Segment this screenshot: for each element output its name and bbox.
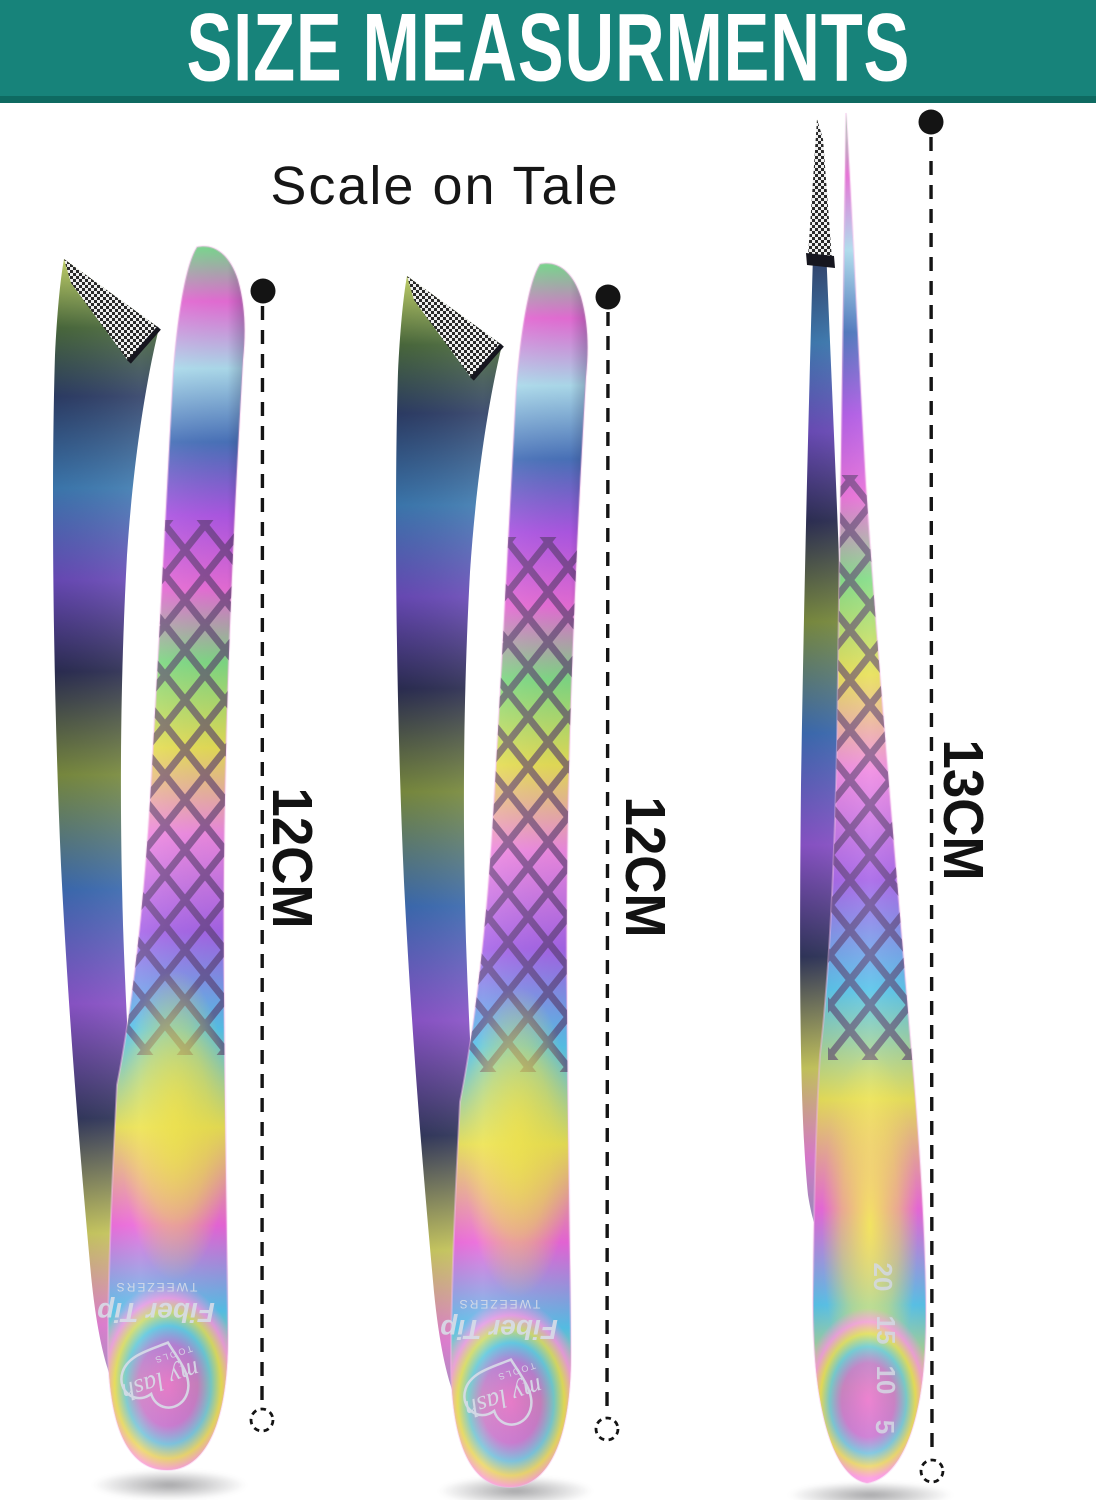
engraving-sub: TWEEZERS bbox=[458, 1297, 541, 1311]
tweezer-straight: 20 15 10 5 bbox=[770, 105, 970, 1500]
banner: SIZE MEASURMENTS bbox=[0, 0, 1096, 103]
measurement-label-2: 12CM bbox=[613, 796, 677, 938]
logo-heart-icon bbox=[463, 1358, 533, 1426]
engraving-title: Fiber Tip bbox=[97, 1297, 215, 1328]
scale-mark: 10 bbox=[871, 1366, 901, 1395]
engraving-title: Fiber Tip bbox=[440, 1314, 558, 1345]
scale-mark: 15 bbox=[871, 1316, 901, 1345]
banner-title: SIZE MEASURMENTS bbox=[186, 0, 910, 102]
measure-dashed-line bbox=[605, 311, 610, 1416]
engraving-sub: TWEEZERS bbox=[115, 1280, 198, 1294]
measure-start-dot bbox=[595, 284, 621, 310]
measurement-label-3: 13CM bbox=[931, 739, 995, 881]
logo-heart-icon bbox=[120, 1341, 190, 1409]
tweezer-shadow bbox=[788, 1482, 953, 1500]
tweezer-angled-1: Fiber Tip TWEEZERS my lash TOOLS bbox=[25, 225, 255, 1475]
measure-end-circle bbox=[594, 1416, 620, 1442]
scale-mark: 5 bbox=[870, 1420, 900, 1434]
tweezer-angled-2: Fiber Tip TWEEZERS my lash TOOLS bbox=[368, 242, 598, 1492]
tweezer-shadow bbox=[92, 1470, 247, 1500]
subtitle-text: Scale on Tale bbox=[270, 156, 620, 216]
measurement-label-1: 12CM bbox=[260, 787, 324, 929]
scale-mark: 20 bbox=[868, 1263, 898, 1292]
